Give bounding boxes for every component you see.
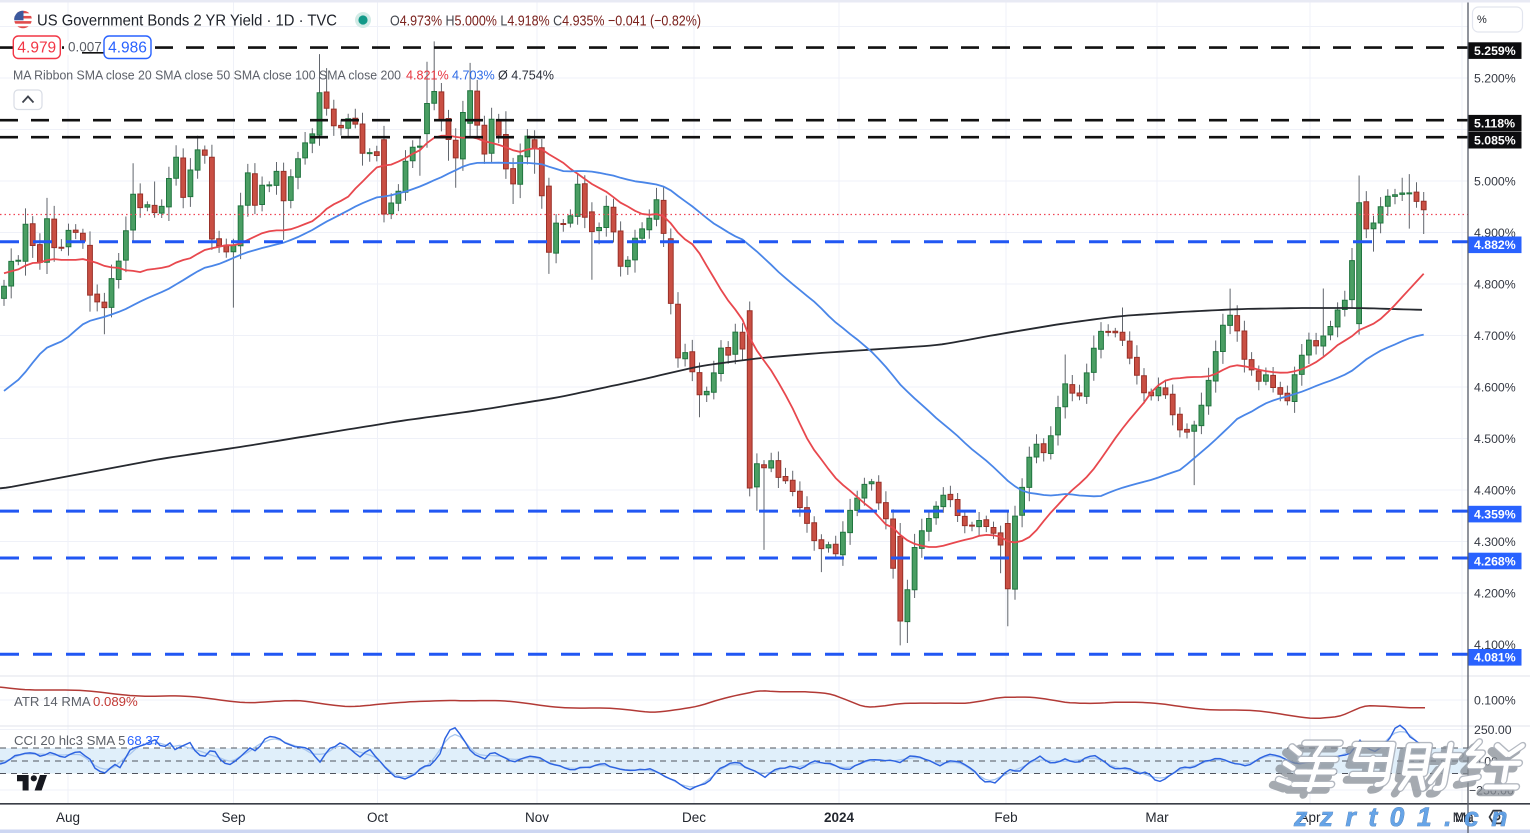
svg-text:4.821%: 4.821% xyxy=(406,69,449,83)
svg-text:4.900%: 4.900% xyxy=(1474,226,1516,240)
svg-text:Dec: Dec xyxy=(682,810,706,825)
svg-text:O4.973% H5.000% L4.918% C4.935: O4.973% H5.000% L4.918% C4.935% −0.041 (… xyxy=(390,12,701,29)
svg-text:Feb: Feb xyxy=(994,810,1017,825)
svg-text:CCI 20 hlc3 SMA 5: CCI 20 hlc3 SMA 5 xyxy=(14,733,125,748)
svg-text:4.359%: 4.359% xyxy=(1474,508,1516,522)
svg-text:0.007: 0.007 xyxy=(68,40,102,55)
svg-text:MA Ribbon SMA close 20 SMA clo: MA Ribbon SMA close 20 SMA close 50 SMA … xyxy=(13,69,401,83)
svg-text:Nov: Nov xyxy=(525,810,549,825)
svg-text:4.300%: 4.300% xyxy=(1474,535,1516,549)
svg-text:4.200%: 4.200% xyxy=(1474,586,1516,600)
svg-text:5.085%: 5.085% xyxy=(1474,134,1516,148)
svg-text:Ø 4.754%: Ø 4.754% xyxy=(498,69,554,83)
svg-text:5.200%: 5.200% xyxy=(1474,71,1516,85)
svg-text:4.400%: 4.400% xyxy=(1474,483,1516,497)
svg-text:4.979: 4.979 xyxy=(17,40,56,57)
svg-text:2024: 2024 xyxy=(824,810,855,825)
svg-text:Aug: Aug xyxy=(56,810,80,825)
svg-text:Ma: Ma xyxy=(1455,810,1474,825)
svg-text:Oct: Oct xyxy=(367,810,388,825)
svg-text:4.500%: 4.500% xyxy=(1474,432,1516,446)
svg-text:5.259%: 5.259% xyxy=(1474,44,1516,58)
svg-text:5.118%: 5.118% xyxy=(1474,117,1515,131)
svg-text:Mar: Mar xyxy=(1145,810,1169,825)
svg-text:68.37: 68.37 xyxy=(127,733,160,748)
svg-text:0.100%: 0.100% xyxy=(1474,693,1516,707)
svg-text:4.800%: 4.800% xyxy=(1474,277,1516,291)
svg-text:4.100%: 4.100% xyxy=(1474,638,1516,652)
svg-text:4.600%: 4.600% xyxy=(1474,380,1516,394)
svg-text:US Government Bonds 2 YR Yield: US Government Bonds 2 YR Yield · 1D · TV… xyxy=(37,13,337,30)
svg-text:4.268%: 4.268% xyxy=(1474,554,1516,568)
svg-text:Apr: Apr xyxy=(1299,810,1321,825)
svg-text:4.986: 4.986 xyxy=(108,40,147,57)
svg-text:0.089%: 0.089% xyxy=(93,694,138,709)
svg-text:250.00: 250.00 xyxy=(1474,723,1512,737)
svg-text:5.000%: 5.000% xyxy=(1474,174,1516,188)
svg-text:4.081%: 4.081% xyxy=(1474,651,1516,665)
svg-text:4.700%: 4.700% xyxy=(1474,329,1516,343)
svg-text:zzrt01.cn: zzrt01.cn xyxy=(1293,802,1520,832)
svg-text:Ma: Ma xyxy=(1453,810,1472,825)
svg-text:%: % xyxy=(1477,14,1487,26)
svg-text:Sep: Sep xyxy=(221,810,245,825)
svg-text:4.703%: 4.703% xyxy=(452,69,495,83)
svg-text:ATR 14 RMA: ATR 14 RMA xyxy=(14,694,91,709)
svg-text:4.882%: 4.882% xyxy=(1474,238,1516,252)
